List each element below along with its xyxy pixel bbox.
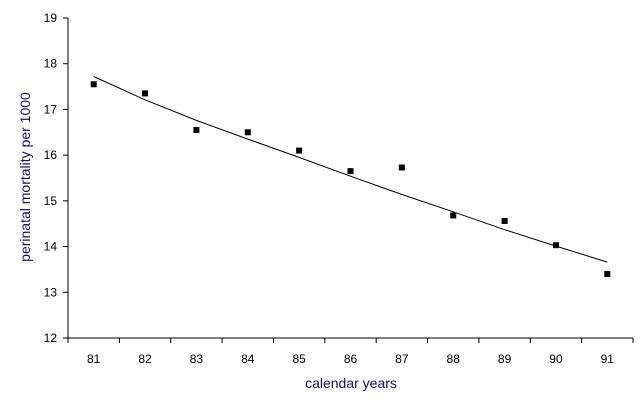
x-tick-label: 83	[190, 352, 204, 366]
data-point	[142, 90, 149, 97]
y-tick-label: 12	[44, 331, 58, 345]
y-tick-label: 17	[44, 102, 58, 116]
data-point	[552, 242, 559, 249]
y-tick-label: 16	[44, 148, 58, 162]
fitted-line-group	[93, 76, 608, 263]
x-tick-label: 86	[344, 352, 358, 366]
x-tick-label: 90	[549, 352, 563, 366]
x-tick-label: 82	[138, 352, 152, 366]
y-tick-label: 18	[44, 57, 58, 71]
y-tick-label: 13	[44, 285, 58, 299]
y-tick-labels: 12 13 14 15 16 17 18 19	[44, 11, 58, 345]
x-tick-labels: 81 82 83 84 85 86 87 88 89 90 91	[87, 352, 614, 366]
x-axis-title: calendar years	[305, 375, 397, 391]
x-tick-label: 91	[601, 352, 615, 366]
y-tick-label: 15	[44, 194, 58, 208]
data-point	[296, 147, 303, 154]
data-point	[347, 168, 354, 175]
x-tick-label: 89	[498, 352, 512, 366]
data-point	[604, 271, 611, 277]
data-point	[193, 127, 200, 133]
x-tick-label: 87	[395, 352, 409, 366]
axes	[63, 17, 634, 343]
x-tick-label: 88	[447, 352, 461, 366]
data-point	[244, 129, 251, 136]
fitted-line	[93, 76, 608, 263]
y-tick-label: 19	[44, 11, 58, 25]
data-point	[398, 164, 405, 171]
data-point	[501, 217, 508, 224]
x-tick-label: 85	[292, 352, 306, 366]
data-point	[450, 212, 457, 219]
x-tick-label: 81	[87, 352, 101, 366]
y-axis-title: perinatal mortality per 1000	[17, 92, 33, 262]
data-point	[90, 81, 97, 88]
data-points	[90, 81, 611, 277]
y-tick-label: 14	[44, 240, 58, 254]
x-tick-label: 84	[241, 352, 255, 366]
